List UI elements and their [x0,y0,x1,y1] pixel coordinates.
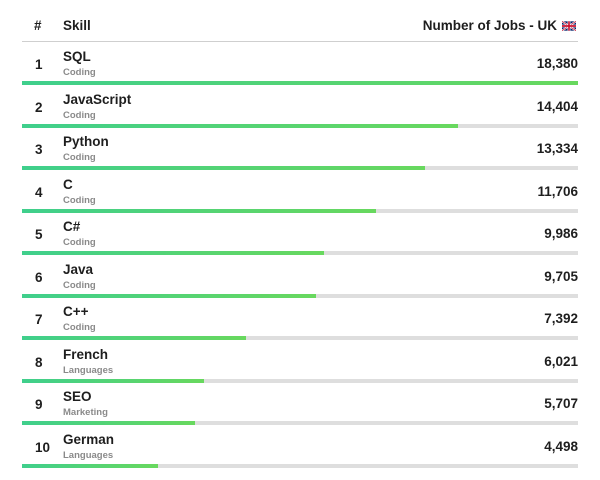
bar-track [22,123,578,128]
rank-header: # [34,18,42,33]
jobs-header-label: Number of Jobs - UK [422,18,557,33]
job-count: 5,707 [544,396,578,411]
skill-category: Coding [63,279,96,291]
bar-track [22,166,578,170]
skill-category: Coding [63,67,96,78]
job-count: 18,380 [536,56,578,71]
row-rank: 8 [35,354,43,370]
row-rank: 2 [35,99,43,115]
skill-name: Python [63,134,109,149]
skill-category: Coding [63,194,96,206]
table-row: 9 SEO Marketing 5,707 [22,384,578,426]
bar-track [22,293,578,298]
bar-fill [22,293,316,298]
bar-fill [22,81,578,85]
bar-fill [22,166,425,170]
table-row: 2 JavaScript Coding 14,404 [22,87,578,129]
job-count: 4,498 [544,438,578,454]
bar-track [22,463,578,468]
bar-fill [22,378,204,383]
skill-name: C++ [63,304,89,319]
bar-track [22,336,578,340]
table-row: 1 SQL Coding 18,380 [22,44,578,86]
table-header: # Skill Number of Jobs - UK [22,0,578,42]
bar-fill [22,123,458,128]
table-row: 4 C Coding 11,706 [22,172,578,214]
bar-track [22,421,578,425]
skill-category: Coding [63,109,96,121]
bar-track [22,251,578,255]
skill-category: Marketing [63,407,108,418]
skill-header: Skill [63,18,91,33]
skill-name: SEO [63,389,92,404]
job-count: 9,705 [544,268,578,284]
row-rank: 3 [35,142,43,157]
skill-category: Languages [63,364,114,376]
bar-fill [22,336,246,340]
skill-name: C [63,176,73,192]
skill-category: Coding [63,322,96,333]
bar-track [22,378,578,383]
skill-name: SQL [63,49,91,64]
bar-fill [22,421,195,425]
skill-name: Java [63,261,94,277]
bar-fill [22,208,376,213]
row-rank: 7 [35,312,43,327]
row-rank: 6 [35,269,43,285]
job-count: 6,021 [544,353,578,369]
skill-category: Coding [63,152,96,163]
table-row: 3 Python Coding 13,334 [22,129,578,171]
skill-name: C# [63,219,81,234]
table-row: 7 C++ Coding 7,392 [22,299,578,341]
skill-category: Languages [63,449,114,461]
job-count: 9,986 [544,226,578,241]
row-rank: 5 [35,227,43,242]
bar-track [22,208,578,213]
skill-category: Coding [63,237,96,248]
table-row: 8 French Languages 6,021 [22,342,578,384]
skill-name: JavaScript [63,91,132,107]
row-rank: 10 [35,439,51,455]
table-row: 5 C# Coding 9,986 [22,214,578,256]
job-count: 11,706 [537,183,578,199]
skill-name: French [63,346,109,362]
row-rank: 9 [35,397,43,412]
table-row: 10 German Languages 4,498 [22,427,578,469]
job-count: 14,404 [536,98,578,114]
job-count: 13,334 [536,141,578,156]
table-row: 6 Java Coding 9,705 [22,257,578,299]
uk-flag-icon [562,20,576,31]
row-rank: 1 [35,57,43,72]
jobs-header: Number of Jobs - UK [423,18,576,33]
bar-fill [22,251,324,255]
row-rank: 4 [35,184,43,200]
job-count: 7,392 [544,311,578,326]
bar-track [22,81,578,85]
bar-fill [22,463,158,468]
skill-name: German [63,431,115,447]
